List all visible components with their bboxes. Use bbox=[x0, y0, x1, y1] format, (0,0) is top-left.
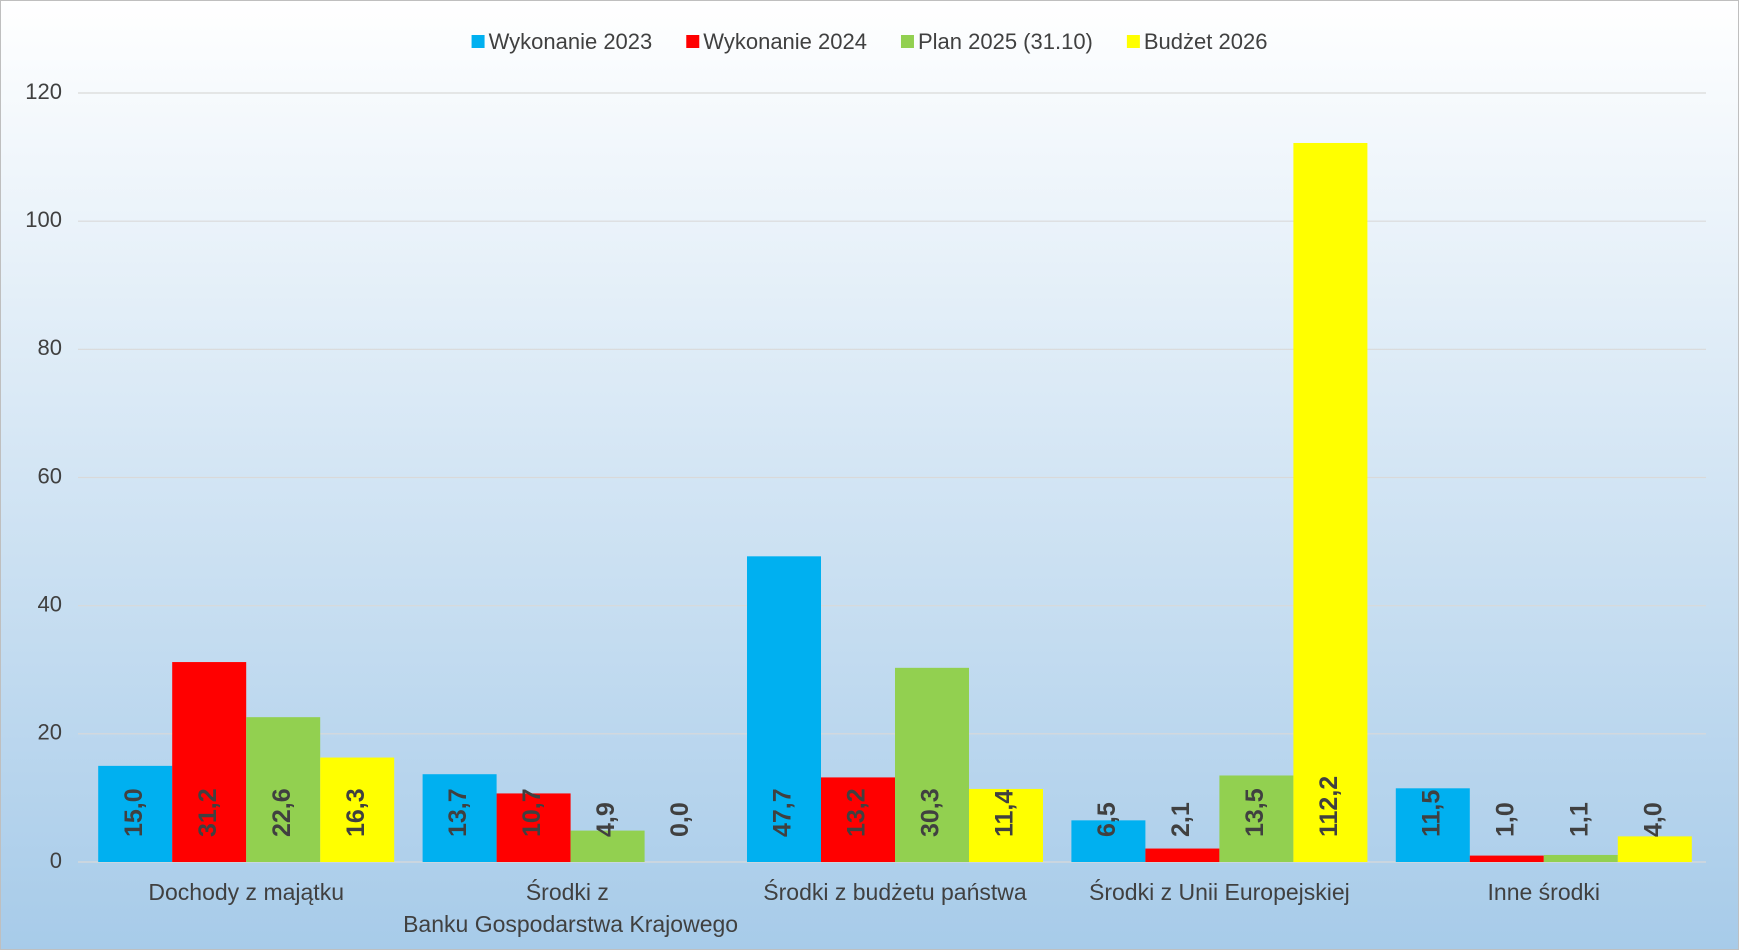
x-tick-label: Inne środki bbox=[1488, 879, 1601, 905]
data-label: 13,5 bbox=[1241, 788, 1269, 837]
legend-label: Budżet 2026 bbox=[1144, 29, 1268, 54]
data-label: 4,0 bbox=[1639, 802, 1667, 837]
bar bbox=[1543, 854, 1618, 862]
bar bbox=[1617, 836, 1692, 862]
bar bbox=[821, 777, 895, 862]
bar bbox=[1469, 855, 1544, 862]
bar bbox=[496, 793, 571, 862]
bar bbox=[246, 717, 321, 862]
y-tick-label: 60 bbox=[38, 463, 62, 488]
data-label: 30,3 bbox=[917, 788, 945, 837]
legend-item: Budżet 2026 bbox=[1126, 29, 1268, 54]
bar bbox=[895, 667, 969, 862]
bar bbox=[747, 556, 821, 862]
data-label: 31,2 bbox=[194, 788, 222, 837]
x-tick-label: Środki z Unii Europejskiej bbox=[1089, 878, 1350, 905]
legend-label: Wykonanie 2024 bbox=[703, 29, 867, 54]
bar bbox=[1293, 142, 1368, 863]
data-label: 47,7 bbox=[769, 788, 797, 837]
bar bbox=[1395, 788, 1470, 862]
data-label: 11,4 bbox=[991, 790, 1019, 837]
legend-item: Wykonanie 2023 bbox=[471, 29, 653, 54]
data-label: 2,1 bbox=[1167, 802, 1195, 837]
bar bbox=[1145, 848, 1220, 862]
data-label: 1,1 bbox=[1565, 802, 1593, 837]
y-tick-label: 40 bbox=[38, 591, 62, 616]
legend-item: Wykonanie 2024 bbox=[686, 29, 867, 54]
bar bbox=[570, 830, 645, 862]
y-tick-label: 120 bbox=[25, 79, 62, 104]
bar bbox=[1071, 820, 1146, 862]
data-label: 13,7 bbox=[444, 788, 472, 837]
y-tick-label: 100 bbox=[25, 207, 62, 232]
data-label: 6,5 bbox=[1093, 802, 1121, 837]
data-label: 0,0 bbox=[666, 802, 694, 837]
bar bbox=[422, 774, 497, 862]
legend-swatch bbox=[900, 35, 914, 48]
legend-label: Wykonanie 2023 bbox=[489, 29, 653, 54]
data-label: 112,2 bbox=[1315, 776, 1343, 837]
legend-label: Plan 2025 (31.10) bbox=[918, 29, 1093, 54]
bar bbox=[969, 788, 1043, 862]
x-tick-label: Środki z Banku Gospodarstwa Krajowego bbox=[403, 878, 738, 937]
bar bbox=[98, 765, 173, 862]
bar bbox=[1219, 775, 1294, 862]
bar bbox=[172, 662, 247, 862]
y-tick-label: 0 bbox=[50, 848, 62, 873]
legend-item: Plan 2025 (31.10) bbox=[900, 29, 1093, 54]
data-label: 22,6 bbox=[268, 788, 296, 837]
x-tick-label: Środki z budżetu państwa bbox=[763, 878, 1027, 905]
legend-swatch bbox=[686, 35, 700, 48]
data-label: 11,5 bbox=[1417, 790, 1445, 837]
legend: Wykonanie 2023 Wykonanie 2024 Plan 2025 (3… bbox=[471, 29, 1268, 54]
data-label: 13,2 bbox=[843, 788, 871, 837]
data-label: 15,0 bbox=[120, 788, 148, 837]
data-label: 16,3 bbox=[342, 788, 370, 837]
legend-swatch bbox=[471, 35, 485, 48]
x-tick-label: Dochody z majątku bbox=[148, 879, 344, 905]
y-tick-label: 20 bbox=[38, 720, 62, 745]
data-label: 4,9 bbox=[592, 802, 620, 837]
data-label: 1,0 bbox=[1491, 802, 1519, 837]
data-label: 10,7 bbox=[518, 788, 546, 837]
y-tick-label: 80 bbox=[38, 335, 62, 360]
legend-swatch bbox=[1126, 35, 1140, 48]
bar bbox=[320, 757, 395, 862]
